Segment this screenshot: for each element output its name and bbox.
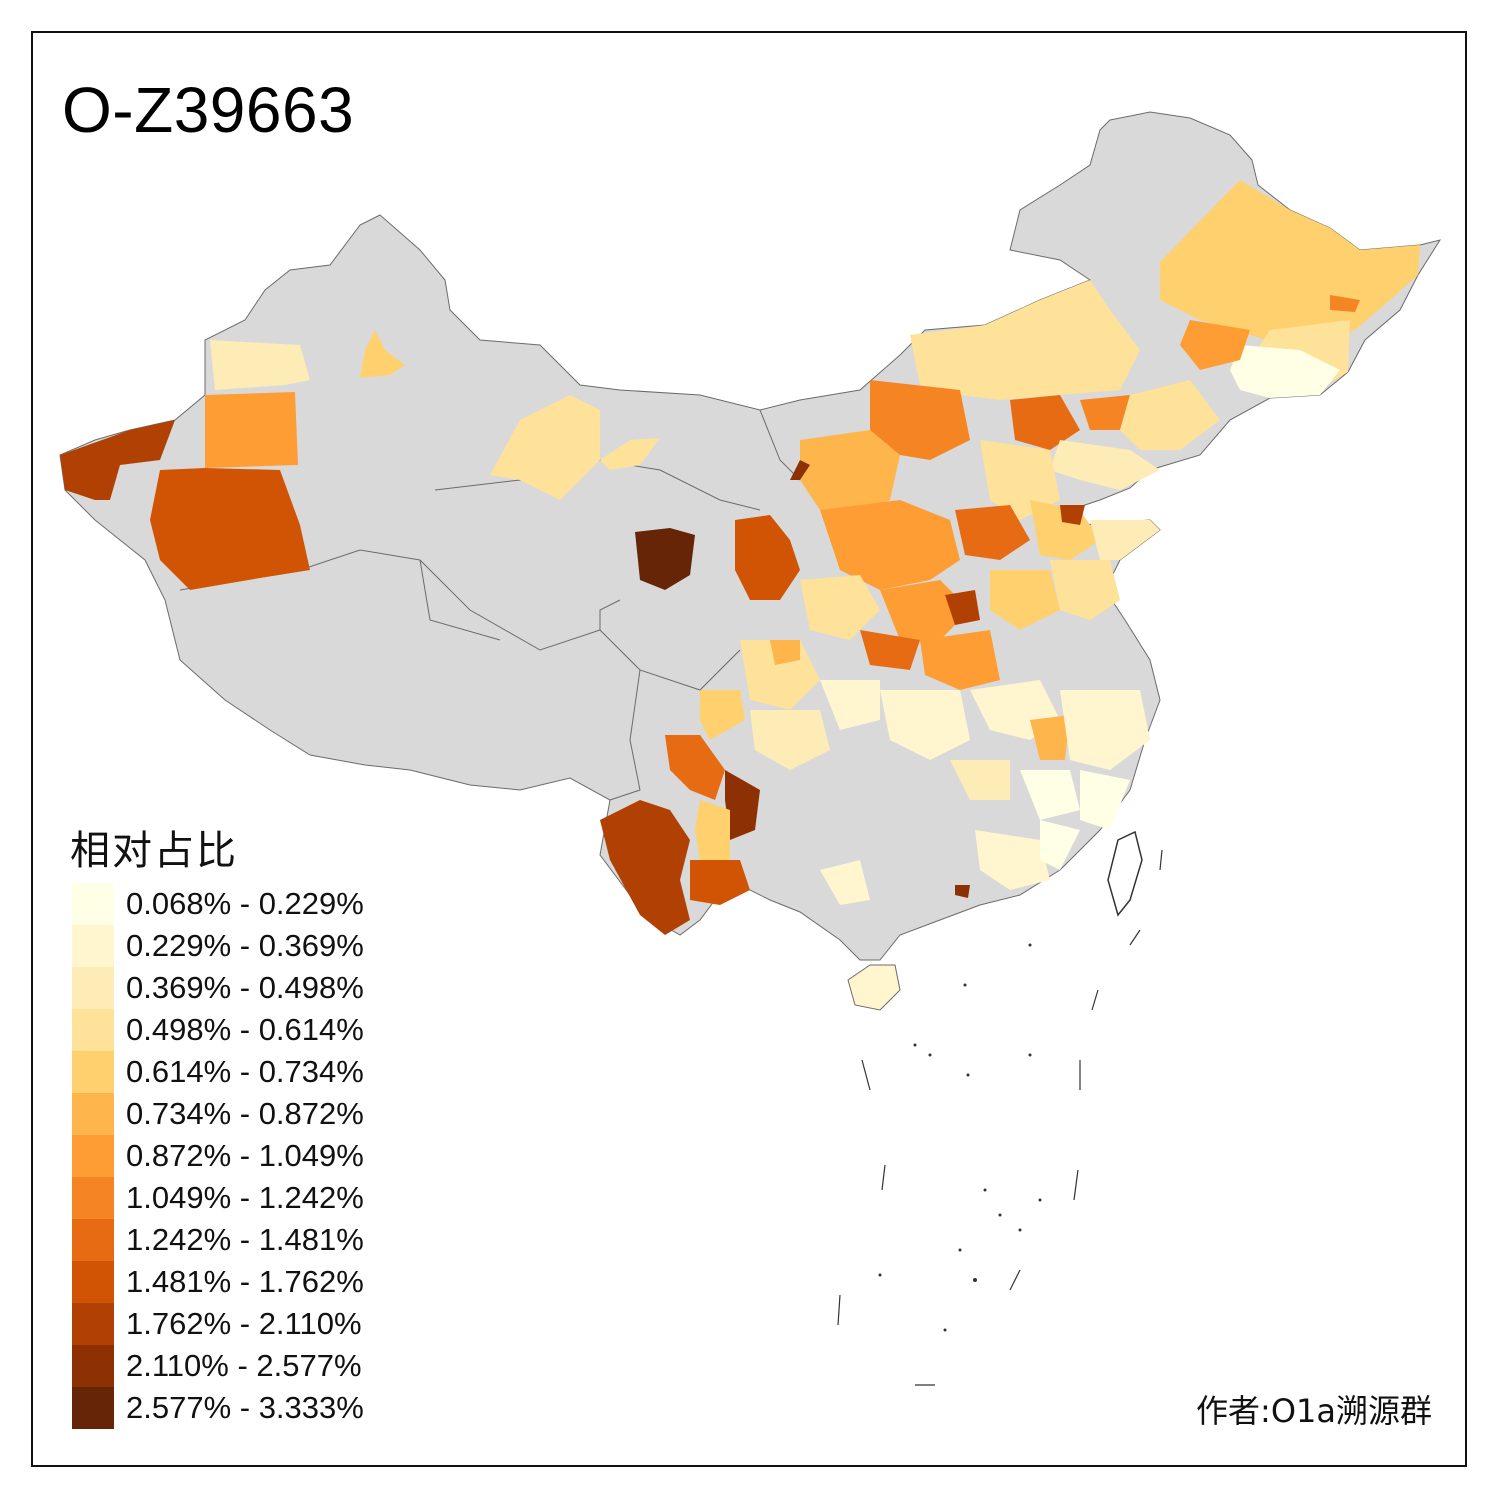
legend-label: 1.242% - 1.481%: [126, 1222, 364, 1257]
legend-swatch: [72, 967, 114, 1009]
legend-swatch: [72, 1345, 114, 1387]
legend-item: 0.734% - 0.872%: [72, 1093, 432, 1135]
legend-label: 2.110% - 2.577%: [126, 1348, 362, 1383]
legend-label: 2.577% - 3.333%: [126, 1390, 364, 1425]
legend-item: 2.577% - 3.333%: [72, 1387, 432, 1429]
legend-swatch: [72, 1177, 114, 1219]
legend-label: 0.369% - 0.498%: [126, 970, 364, 1005]
legend-swatch: [72, 1093, 114, 1135]
legend-item: 0.229% - 0.369%: [72, 925, 432, 967]
south-china-sea-islands: [837, 849, 1163, 1386]
legend-item: 1.049% - 1.242%: [72, 1177, 432, 1219]
legend-item: 0.498% - 0.614%: [72, 1009, 432, 1051]
legend-label: 1.481% - 1.762%: [126, 1264, 364, 1299]
legend-item: 1.481% - 1.762%: [72, 1261, 432, 1303]
legend-label: 0.614% - 0.734%: [126, 1054, 364, 1089]
legend-swatch: [72, 1387, 114, 1429]
legend-swatch: [72, 1303, 114, 1345]
legend-label: 0.229% - 0.369%: [126, 928, 364, 963]
legend-swatch: [72, 1261, 114, 1303]
author-credit: 作者:O1a溯源群: [1196, 1392, 1432, 1430]
small-islands: [878, 943, 1042, 1332]
legend-item: 1.762% - 2.110%: [72, 1303, 432, 1345]
legend-swatch: [72, 1051, 114, 1093]
legend-label: 0.498% - 0.614%: [126, 1012, 364, 1047]
legend-label: 1.762% - 2.110%: [126, 1306, 362, 1341]
legend-item: 0.614% - 0.734%: [72, 1051, 432, 1093]
legend-item: 1.242% - 1.481%: [72, 1219, 432, 1261]
legend-title: 相对占比: [70, 828, 238, 874]
legend-item: 2.110% - 2.577%: [72, 1345, 432, 1387]
legend-label: 0.872% - 1.049%: [126, 1138, 364, 1173]
legend-swatch: [72, 925, 114, 967]
legend-label: 1.049% - 1.242%: [126, 1180, 364, 1215]
legend-item: 0.068% - 0.229%: [72, 883, 432, 925]
legend-label: 0.734% - 0.872%: [126, 1096, 364, 1131]
legend-swatch: [72, 1009, 114, 1051]
legend-swatch: [72, 1135, 114, 1177]
legend: 0.068% - 0.229% 0.229% - 0.369% 0.369% - 0…: [72, 883, 432, 1429]
legend-swatch: [72, 883, 114, 925]
legend-item: 0.872% - 1.049%: [72, 1135, 432, 1177]
legend-swatch: [72, 1219, 114, 1261]
map-title: O-Z39663: [62, 74, 355, 146]
legend-label: 0.068% - 0.229%: [126, 886, 364, 921]
legend-item: 0.369% - 0.498%: [72, 967, 432, 1009]
